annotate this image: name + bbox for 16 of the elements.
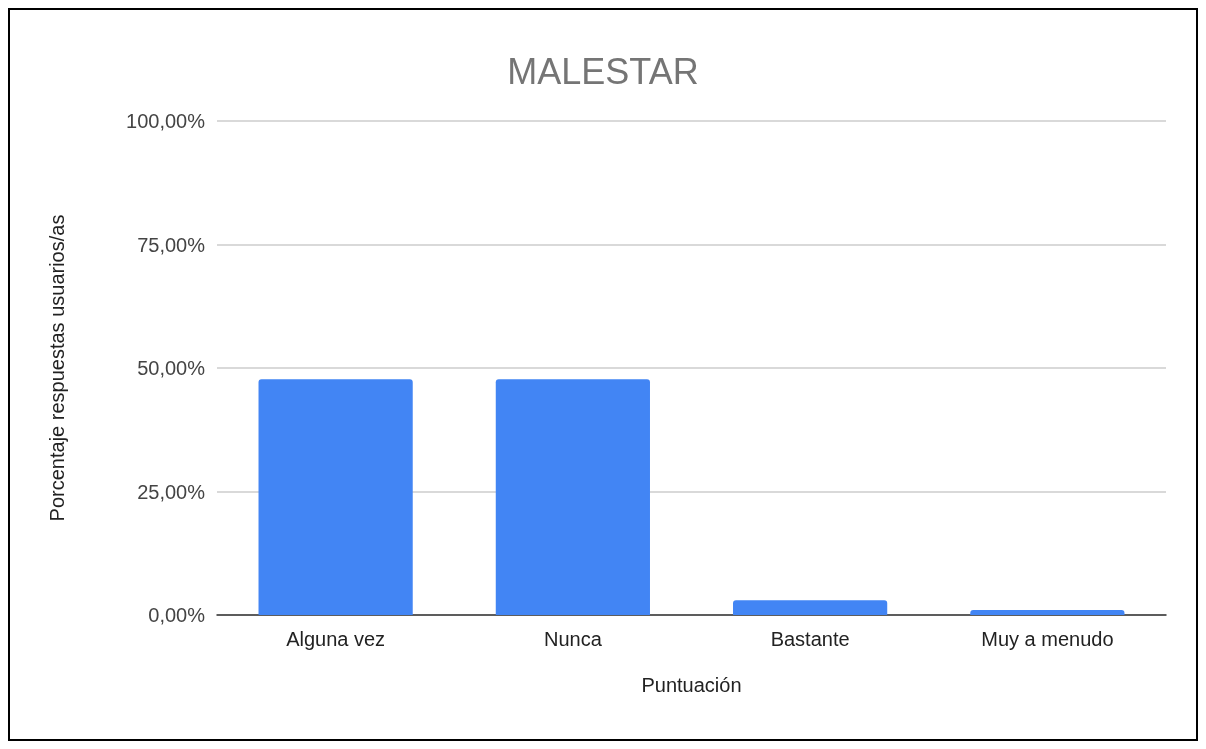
bar [495,379,650,615]
x-tick-label: Muy a menudo [981,628,1114,650]
bar [733,600,888,615]
y-tick-label: 75,00% [137,233,206,256]
y-tick-label: 50,00% [137,357,206,379]
y-tick-label: 0,00% [148,604,206,626]
y-tick-label: 25,00% [137,480,206,503]
x-axis-title: Puntuación [641,674,742,696]
y-axis-title: Porcentaje respuestas usuarios/as [46,214,68,522]
bar [258,379,413,615]
x-tick-label: Nunca [543,628,603,650]
y-tick-label: 100,00% [126,110,206,132]
bar [970,610,1125,615]
x-tick-label: Bastante [770,628,850,650]
x-tick-label: Alguna vez [286,628,386,650]
chart-title: MALESTAR [507,50,699,92]
